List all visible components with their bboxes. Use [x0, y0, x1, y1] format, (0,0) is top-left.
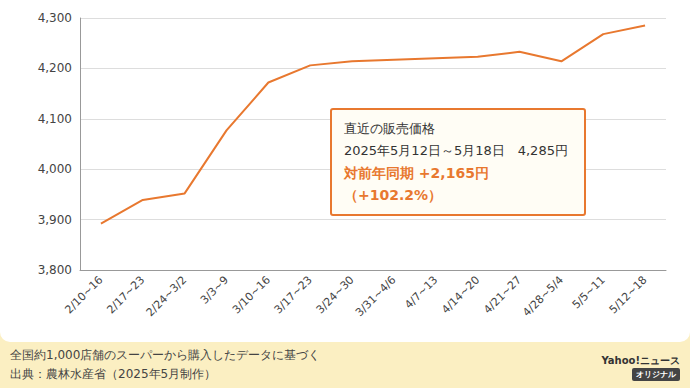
svg-text:3,800: 3,800 — [38, 263, 72, 277]
svg-text:3/3~9: 3/3~9 — [198, 273, 231, 306]
svg-text:3/17~23: 3/17~23 — [272, 273, 315, 316]
svg-text:4,200: 4,200 — [38, 61, 72, 75]
svg-text:4/21~27: 4/21~27 — [481, 273, 524, 316]
svg-text:4/7~13: 4/7~13 — [402, 273, 440, 311]
html-text:出典：農林水産省（2025年5月制作）: 出典：農林水産省（2025年5月制作） — [10, 367, 217, 381]
svg-text:5/12~18: 5/12~18 — [607, 273, 650, 316]
html-text:オリジナル: オリジナル — [636, 370, 676, 379]
svg-text:2/10~16: 2/10~16 — [62, 273, 105, 316]
svg-text:3,900: 3,900 — [38, 213, 72, 227]
svg-text:4/28~5/4: 4/28~5/4 — [520, 273, 566, 319]
svg-text:2/17~23: 2/17~23 — [104, 273, 147, 316]
svg-text:4,000: 4,000 — [38, 162, 72, 176]
svg-text:4,100: 4,100 — [38, 112, 72, 126]
svg-text:4/14~20: 4/14~20 — [439, 273, 482, 316]
svg-text:3/24~30: 3/24~30 — [314, 273, 357, 316]
svg-text:5/5~11: 5/5~11 — [570, 273, 608, 311]
html-text:Yahoo!ニュース: Yahoo!ニュース — [601, 355, 680, 366]
svg-text:3/31~4/6: 3/31~4/6 — [353, 273, 399, 319]
svg-text:4,300: 4,300 — [38, 11, 72, 25]
svg-text:3/10~16: 3/10~16 — [230, 273, 273, 316]
html-text:対前年同期 +2,165円（+102.2%）: 対前年同期 +2,165円（+102.2%） — [344, 165, 489, 203]
html-text:2025年5月12日～5月18日 4,285円: 2025年5月12日～5月18日 4,285円 — [344, 143, 568, 158]
html-text:直近の販売価格: 直近の販売価格 — [344, 121, 435, 136]
svg-text:2/24~3/2: 2/24~3/2 — [144, 273, 190, 319]
html-text:全国約1,000店舗のスーパーから購入したデータに基づく: 全国約1,000店舗のスーパーから購入したデータに基づく — [10, 348, 321, 362]
